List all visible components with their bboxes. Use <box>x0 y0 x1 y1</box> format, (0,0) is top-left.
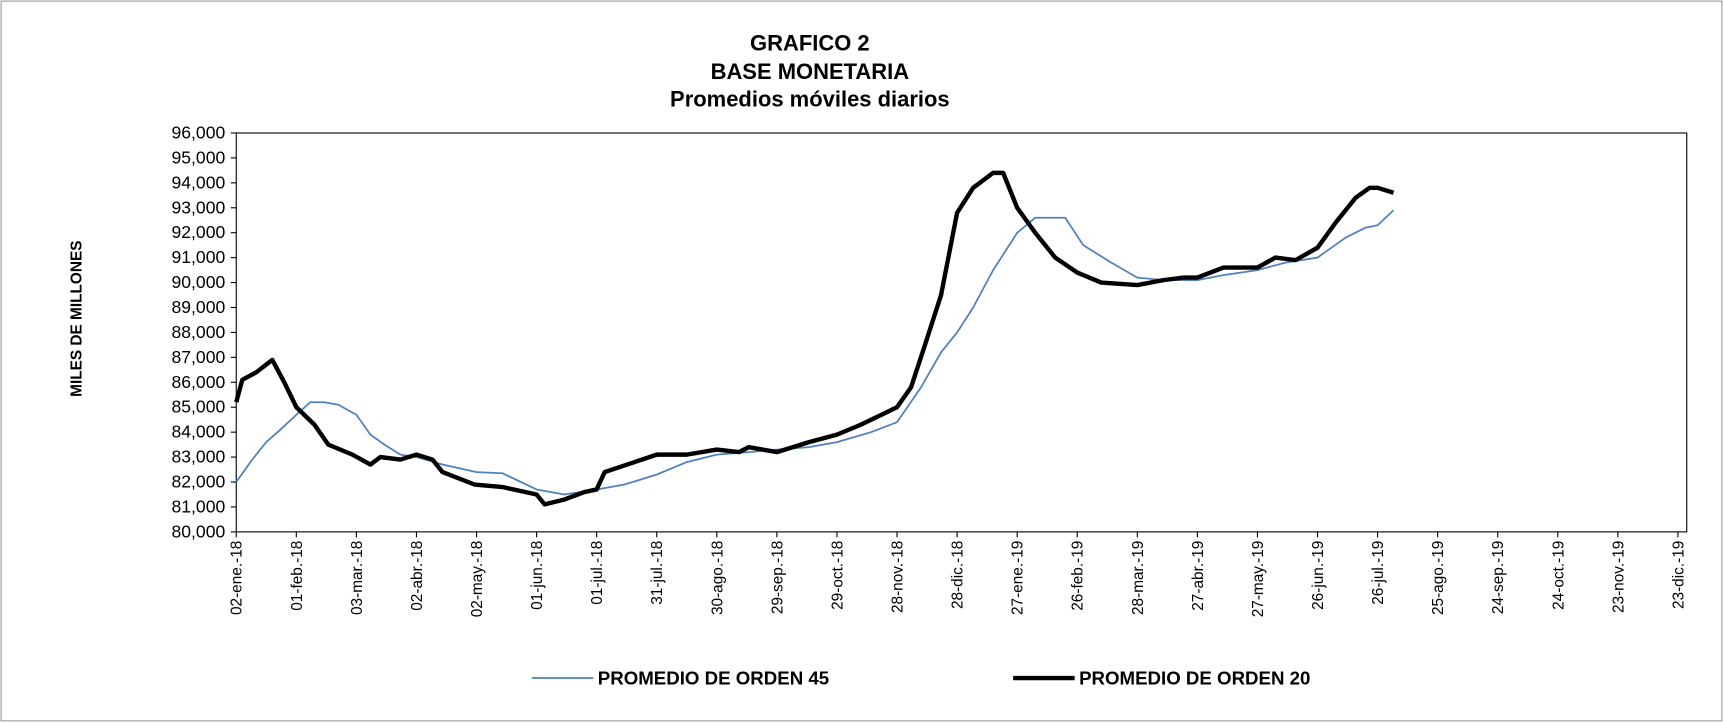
y-tick-label: 94,000 <box>171 172 225 192</box>
x-tick-label: 27-ene.-19 <box>1010 541 1027 615</box>
x-tick-label: 26-jul.-19 <box>1370 541 1387 605</box>
x-tick-label: 28-mar.-19 <box>1130 541 1147 615</box>
y-tick-label: 92,000 <box>171 222 225 242</box>
x-tick-label: 24-sep.-19 <box>1490 541 1507 615</box>
y-tick-label: 85,000 <box>171 397 225 417</box>
y-tick-label: 82,000 <box>171 472 225 492</box>
x-tick-label: 29-oct.-18 <box>829 541 846 610</box>
x-tick-label: 28-dic.-18 <box>950 541 967 609</box>
y-tick-label: 89,000 <box>171 297 225 317</box>
x-tick-label: 23-nov.-19 <box>1610 541 1627 613</box>
chart-subtitle: Promedios móviles diarios <box>670 87 950 112</box>
x-tick-label: 25-ago.-19 <box>1430 541 1447 615</box>
y-tick-label: 81,000 <box>171 496 225 516</box>
y-tick-label: 95,000 <box>171 147 225 167</box>
x-tick-label: 01-feb.-18 <box>289 541 306 611</box>
y-tick-label: 88,000 <box>171 322 225 342</box>
x-tick-label: 01-jul.-18 <box>589 541 606 605</box>
x-tick-label: 28-nov.-18 <box>890 541 907 613</box>
y-tick-label: 91,000 <box>171 247 225 267</box>
x-tick-label: 02-may.-18 <box>469 541 486 618</box>
y-tick-label: 90,000 <box>171 272 225 292</box>
x-tick-label: 26-feb.-19 <box>1070 541 1087 611</box>
y-axis-title: MILES DE MILLONES <box>68 241 85 397</box>
x-tick-label: 02-ene.-18 <box>229 541 246 615</box>
y-tick-label: 93,000 <box>171 197 225 217</box>
x-tick-label: 03-mar.-18 <box>349 541 366 615</box>
y-tick-label: 96,000 <box>171 122 225 142</box>
x-tick-label: 23-dic.-19 <box>1670 541 1687 609</box>
y-tick-label: 87,000 <box>171 347 225 367</box>
x-tick-label: 27-may.-19 <box>1250 541 1267 618</box>
chart-title: GRAFICO 2 <box>750 31 870 56</box>
legend-label: PROMEDIO DE ORDEN 20 <box>1079 668 1310 689</box>
y-tick-label: 80,000 <box>171 521 225 541</box>
x-tick-label: 02-abr.-18 <box>409 541 426 611</box>
series-line <box>234 170 1395 507</box>
x-tick-label: 24-oct.-19 <box>1550 541 1567 610</box>
chart-subtitle: BASE MONETARIA <box>711 59 910 84</box>
y-tick-label: 86,000 <box>171 372 225 392</box>
y-tick-label: 84,000 <box>171 422 225 442</box>
x-tick-label: 31-jul.-18 <box>649 541 666 605</box>
x-tick-label: 26-jun.-19 <box>1310 541 1327 610</box>
x-tick-label: 30-ago.-18 <box>709 541 726 615</box>
x-tick-label: 27-abr.-19 <box>1190 541 1207 611</box>
y-tick-label: 83,000 <box>171 447 225 467</box>
legend-label: PROMEDIO DE ORDEN 45 <box>598 668 829 689</box>
x-tick-label: 29-sep.-18 <box>769 541 786 615</box>
x-tick-label: 01-jun.-18 <box>529 541 546 610</box>
